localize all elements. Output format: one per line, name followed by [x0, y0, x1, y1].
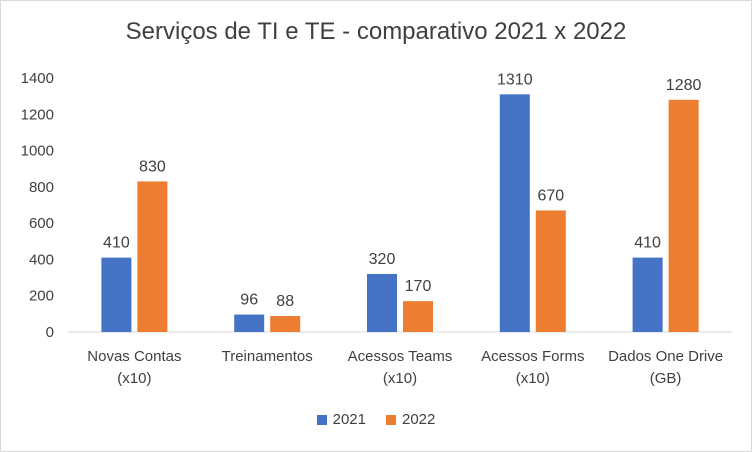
y-tick-label: 400 — [29, 251, 54, 268]
data-label: 670 — [537, 187, 564, 204]
chart-title: Serviços de TI e TE - comparativo 2021 x… — [125, 18, 627, 45]
data-label: 88 — [276, 293, 294, 310]
x-category-label: Acessos Teams — [348, 348, 453, 365]
x-category-label: (x10) — [117, 370, 151, 387]
data-label: 320 — [369, 251, 396, 268]
bar-2022 — [668, 99, 699, 333]
x-category-label: Acessos Forms — [481, 348, 584, 365]
bars — [101, 94, 699, 333]
legend-swatch — [386, 414, 396, 425]
y-tick-label: 0 — [46, 324, 54, 341]
bar-2021 — [367, 273, 397, 332]
y-tick-label: 800 — [29, 179, 54, 196]
data-label: 1280 — [666, 77, 702, 94]
data-label: 170 — [405, 278, 432, 295]
y-axis: 0 200 400 600 800 1000 1200 1400 — [21, 70, 732, 341]
x-category-label: Treinamentos — [222, 348, 313, 365]
bar-2022 — [535, 210, 566, 332]
legend-label: 2021 — [332, 411, 366, 428]
y-tick-label: 200 — [29, 288, 54, 305]
y-tick-label: 1400 — [21, 70, 54, 87]
bar-2022 — [270, 316, 301, 332]
data-label: 96 — [240, 292, 258, 309]
legend-item-2021: 2021 — [316, 411, 366, 428]
data-labels: 410 830 96 88 320 170 1310 670 410 1280 — [103, 71, 701, 310]
legend: 2021 2022 — [0, 411, 752, 428]
x-category-label: (x10) — [383, 370, 417, 387]
bar-2022 — [403, 301, 433, 332]
data-label: 830 — [139, 158, 166, 175]
y-tick-label: 600 — [29, 215, 54, 232]
bar-2021 — [234, 314, 265, 332]
legend-label: 2022 — [402, 411, 436, 428]
x-category-label: Dados One Drive — [608, 348, 723, 365]
bar-2022 — [137, 181, 168, 332]
data-label: 1310 — [497, 71, 533, 88]
data-label: 410 — [634, 235, 661, 252]
bar-2021 — [101, 257, 132, 332]
legend-swatch — [316, 414, 327, 425]
legend-item-2022: 2022 — [386, 411, 435, 428]
data-label: 410 — [103, 235, 130, 252]
x-category-label: (GB) — [650, 370, 682, 387]
y-tick-label: 1200 — [21, 106, 54, 123]
x-axis-categories: Novas Contas (x10) Treinamentos Acessos Tea… — [87, 348, 723, 387]
bar-2021 — [499, 94, 530, 332]
bar-2021 — [632, 257, 663, 332]
x-category-label: (x10) — [516, 370, 550, 387]
y-tick-label: 1000 — [21, 143, 54, 160]
x-category-label: Novas Contas — [87, 348, 181, 365]
